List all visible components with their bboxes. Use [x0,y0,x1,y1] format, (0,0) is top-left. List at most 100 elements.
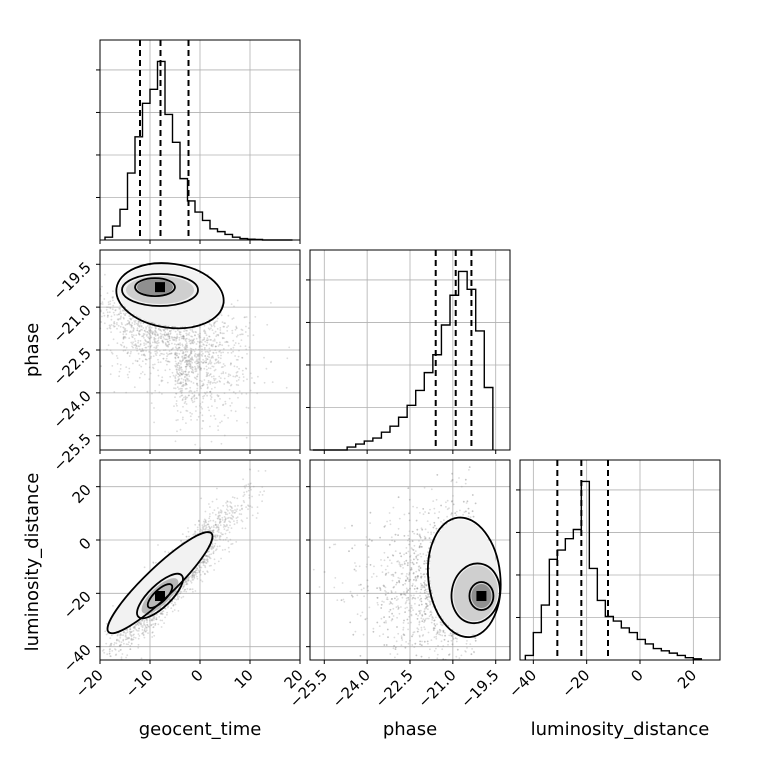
scatter-point [201,348,203,351]
scatter-point [198,334,201,337]
scatter-point [146,390,149,393]
scatter-point [177,356,180,358]
scatter-point [165,343,167,345]
scatter-point [124,329,127,332]
scatter-point [157,334,159,336]
scatter-point [202,520,205,523]
scatter-point [155,561,157,564]
scatter-point [224,400,227,403]
scatter-point [228,516,230,519]
scatter-point [190,367,193,369]
scatter-point [206,394,209,397]
scatter-point [206,373,209,376]
scatter-point [183,337,185,339]
scatter-point [188,332,191,334]
scatter-point [144,354,147,357]
scatter-point [119,636,122,639]
scatter-point [122,337,125,340]
scatter-point [214,321,216,324]
scatter-point [187,359,189,362]
scatter-point [203,338,206,341]
scatter-point [127,351,129,354]
scatter-point [134,626,136,629]
scatter-point [190,419,193,421]
scatter-point [230,506,233,509]
scatter-point [161,379,164,382]
scatter-point [240,513,243,516]
scatter-point [196,526,199,529]
scatter-point [108,650,111,653]
scatter-point [129,628,132,630]
scatter-point [191,588,194,591]
scatter-point [133,626,135,629]
scatter-point [204,525,206,527]
scatter-point [224,511,226,514]
scatter-point [191,577,194,579]
scatter-point [198,368,201,371]
scatter-point [167,335,170,338]
scatter-point [128,315,131,317]
scatter-point [205,524,208,527]
scatter-point [164,344,167,346]
scatter-point [184,339,187,341]
scatter-point [194,530,196,533]
scatter-point [185,535,188,538]
scatter-point [109,307,112,310]
scatter-point [166,381,169,384]
scatter-point [123,336,125,339]
scatter-point [223,525,226,527]
scatter-point [203,360,206,363]
scatter-point [197,358,200,361]
scatter-point [148,337,150,340]
scatter-point [163,334,166,337]
scatter-point [205,334,208,337]
scatter-point [188,371,191,373]
scatter-point [201,530,204,533]
scatter-point [153,338,156,341]
scatter-point [173,336,176,339]
scatter-point [142,631,145,634]
scatter-point [166,338,169,341]
scatter-point [107,344,110,347]
scatter-point [196,382,198,385]
scatter-point [173,338,176,341]
scatter-point [191,356,193,359]
scatter-point [210,324,213,326]
scatter-point [163,353,165,356]
scatter-point [159,350,161,352]
scatter-point [204,565,206,567]
scatter-point [106,314,109,317]
scatter-point [205,361,207,364]
scatter-point [225,529,228,532]
scatter-point [142,353,145,356]
scatter-point [182,351,185,354]
scatter-point [207,406,210,409]
scatter-point [196,528,199,531]
scatter-point [140,625,143,627]
scatter-point [226,525,228,527]
scatter-point [147,341,149,343]
scatter-point [235,541,238,543]
scatter-point [154,330,157,332]
scatter-point [231,518,234,520]
scatter-point [229,404,232,407]
scatter-point [229,384,232,387]
scatter-point [222,533,224,536]
scatter-point [164,328,167,331]
scatter-point [221,549,224,551]
scatter-point [209,373,212,376]
scatter-point [177,347,180,350]
scatter-point [133,636,135,639]
scatter-point [110,318,113,321]
scatter-point [195,569,197,572]
scatter-point [168,335,171,338]
scatter-point [150,330,153,333]
scatter-point [131,335,134,338]
scatter-point [142,634,145,637]
scatter-point [202,525,205,528]
scatter-point [146,333,148,336]
scatter-point [225,341,228,343]
scatter-point [137,345,140,348]
scatter-point [181,352,184,355]
scatter-point [147,325,149,327]
